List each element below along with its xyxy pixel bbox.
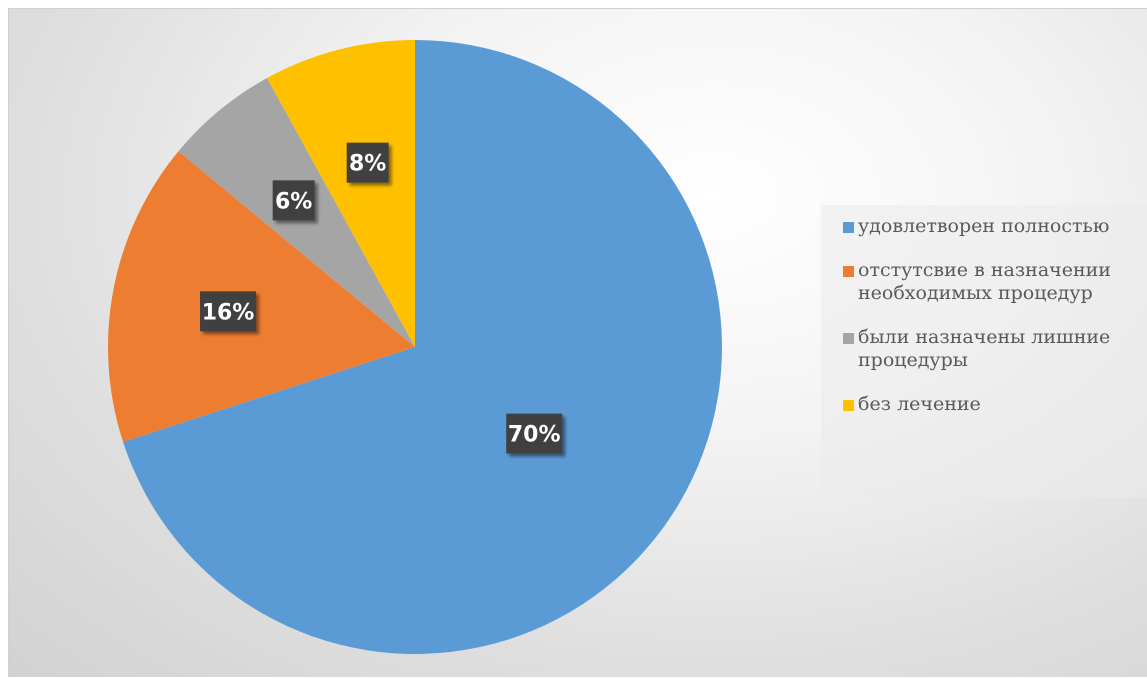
legend-item-extra-procedures: были назначены лишние процедуры bbox=[821, 326, 1147, 372]
data-label-text: 70% bbox=[508, 423, 561, 448]
legend-swatch bbox=[843, 333, 854, 344]
legend-label: без лечение bbox=[858, 393, 981, 415]
legend-label: были назначены лишние процедуры bbox=[858, 326, 1111, 371]
pie-slice-no-treatment bbox=[267, 40, 415, 347]
legend-swatch bbox=[843, 222, 854, 233]
legend-swatch bbox=[843, 400, 854, 411]
pie-slice-fully-satisfied bbox=[123, 40, 723, 654]
pie-data-labels: 70% 16% 6% 8% bbox=[200, 142, 563, 454]
data-label-fully-satisfied: 70% bbox=[506, 413, 563, 454]
data-label-text: 6% bbox=[275, 189, 312, 214]
data-label-text: 16% bbox=[202, 300, 255, 325]
legend-item-missing-procedures: отстутсвие в назначении необходимых проц… bbox=[821, 259, 1147, 305]
pie-slice-missing-procedures bbox=[107, 151, 415, 442]
pie-slices bbox=[107, 40, 723, 654]
legend-swatch bbox=[843, 266, 854, 277]
legend-item-fully-satisfied: удовлетворен полностью bbox=[821, 215, 1147, 238]
legend-label: отстутсвие в назначении необходимых проц… bbox=[858, 259, 1111, 304]
pie-chart: 70% 16% 6% 8% bbox=[107, 40, 723, 654]
legend-item-no-treatment: без лечение bbox=[821, 393, 1147, 416]
data-label-text: 8% bbox=[349, 152, 386, 177]
data-label-no-treatment: 8% bbox=[346, 142, 389, 183]
legend: удовлетворен полностью отстутсвие в назна… bbox=[821, 205, 1147, 498]
chart-area: 70% 16% 6% 8% удовлетворен полностью отстутс… bbox=[8, 8, 1147, 677]
data-label-missing-procedures: 16% bbox=[200, 291, 257, 332]
legend-label: удовлетворен полностью bbox=[858, 215, 1110, 237]
data-label-extra-procedures: 6% bbox=[272, 180, 315, 221]
